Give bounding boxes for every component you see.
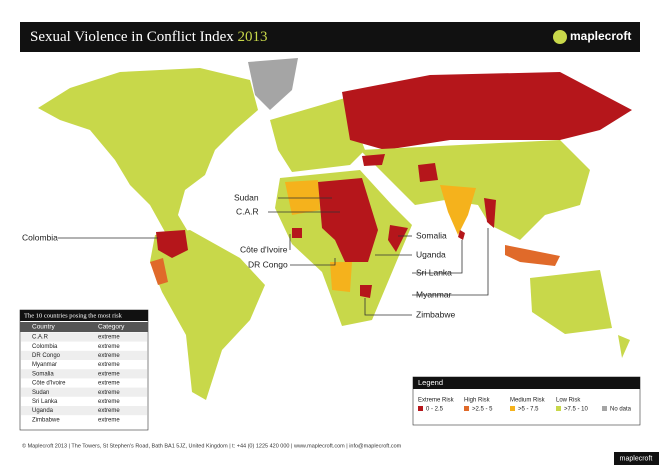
legend-name: Low Risk	[556, 398, 581, 404]
map-label: Somalia	[416, 230, 447, 240]
logo-icon	[553, 30, 567, 44]
legend-range: >2.5 - 5	[472, 407, 493, 413]
map-label: Uganda	[416, 249, 446, 259]
table-cell: extreme	[98, 371, 120, 377]
title: Sexual Violence in Conflict Index 2013	[30, 29, 268, 45]
label-lines	[58, 197, 489, 316]
table-row-bg	[21, 332, 147, 342]
map-label: C.A.R	[236, 206, 259, 216]
legend-title: Legend	[418, 378, 443, 387]
table-cell: Myanmar	[32, 362, 57, 368]
legend-title-bar	[413, 377, 640, 389]
table-title: The 10 countries posing the most risk	[24, 312, 123, 319]
table-row-bg	[21, 350, 147, 360]
table-cell: Colombia	[32, 344, 58, 350]
header-bar	[20, 22, 640, 52]
legend-swatch	[602, 406, 607, 411]
map-label: Zimbabwe	[416, 309, 455, 319]
table-row-bg	[21, 369, 147, 379]
map-label: Côte d'Ivoire	[240, 244, 288, 254]
legend-swatch	[510, 406, 515, 411]
table-header: Category	[98, 324, 125, 331]
table-cell: Côte d'Ivoire	[32, 381, 66, 387]
table-cell: Sudan	[32, 390, 49, 396]
table-cell: extreme	[98, 399, 120, 405]
table-row-bg	[21, 406, 147, 416]
legend-name: High Risk	[464, 398, 491, 404]
watermark-bar	[614, 452, 659, 465]
table-cell: Sri Lanka	[32, 399, 58, 405]
map-label: Myanmar	[416, 289, 452, 299]
table-cell: extreme	[98, 353, 120, 359]
legend-name: Extreme Risk	[418, 398, 455, 404]
map-label: Colombia	[22, 232, 58, 242]
legend-range: No data	[610, 407, 632, 413]
map-labels: Sudan C.A.R Côte d'Ivoire DR Congo Colom…	[22, 192, 455, 319]
legend-range: >7.5 - 10	[564, 407, 589, 413]
table-cell: extreme	[98, 335, 120, 341]
table-cell: Somalia	[32, 371, 54, 377]
table-row-bg	[21, 387, 147, 397]
legend-range: >5 - 7.5	[518, 407, 539, 413]
map-label: Sri Lanka	[416, 267, 452, 277]
watermark: maplecroft	[620, 455, 653, 462]
table-cell: extreme	[98, 344, 120, 350]
map	[38, 58, 632, 400]
logo: maplecroft	[570, 29, 631, 43]
risk-table: The 10 countries posing the most risk Co…	[19, 309, 149, 431]
legend: Legend Extreme Risk 0 - 2.5 High Risk >2.5 …	[412, 376, 641, 426]
table-cell: extreme	[98, 390, 120, 396]
table-cell: extreme	[98, 417, 120, 423]
table-cell: DR Congo	[32, 353, 61, 359]
legend-name: Medium Risk	[510, 398, 546, 404]
table-title-bar	[20, 310, 148, 321]
table-header: Country	[32, 324, 56, 331]
table-cell: Zimbabwe	[32, 417, 60, 423]
table-header-bar	[20, 322, 148, 332]
table-cell: extreme	[98, 362, 120, 368]
map-label: DR Congo	[248, 259, 288, 269]
legend-swatch	[556, 406, 561, 411]
legend-swatch	[464, 406, 469, 411]
table-cell: C.A.R	[32, 335, 49, 341]
legend-swatch	[418, 406, 423, 411]
table-cell: extreme	[98, 381, 120, 387]
legend-range: 0 - 2.5	[426, 407, 444, 413]
footer: © Maplecroft 2013 | The Towers, St Steph…	[22, 442, 402, 449]
table-cell: Uganda	[32, 408, 54, 414]
map-label: Sudan	[234, 192, 259, 202]
table-cell: extreme	[98, 408, 120, 414]
